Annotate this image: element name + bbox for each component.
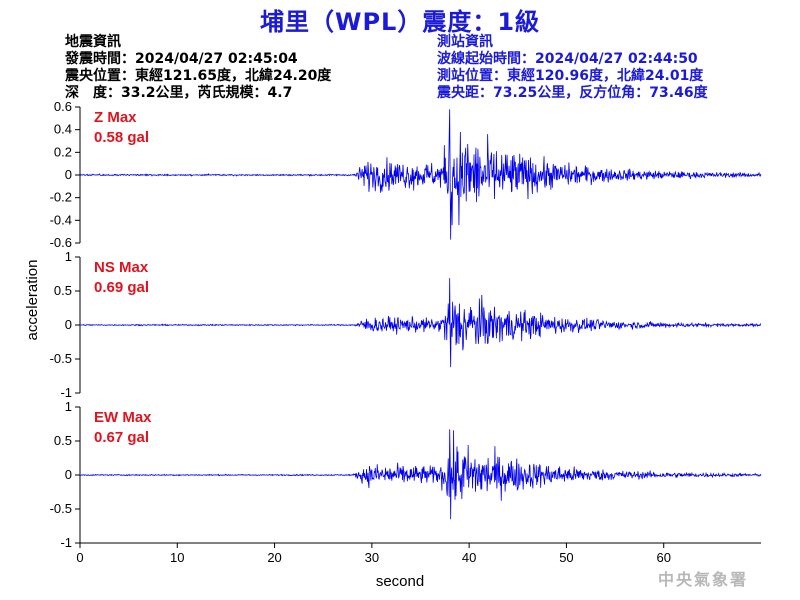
- ns-y-tick-label: 0: [65, 317, 72, 332]
- x-axis-label: second: [376, 573, 424, 590]
- epicenter-location: 震央位置：東經121.65度，北緯24.20度: [65, 68, 332, 84]
- ew-y-tick-label: 0.5: [54, 433, 72, 448]
- station-info: 測站資訊 波線起始時間：2024/04/27 02:44:50 測站位置：東經1…: [437, 34, 708, 102]
- x-tick-label: 60: [656, 550, 670, 565]
- x-tick-label: 40: [462, 550, 476, 565]
- origin-time: 發震時間：2024/04/27 02:45:04: [65, 51, 298, 67]
- ns-y-tick-label: 0.5: [54, 283, 72, 298]
- station-info-heading: 測站資訊: [437, 34, 493, 50]
- z-y-tick-label: 0.2: [54, 144, 72, 159]
- ns-y-tick-label: -1: [60, 385, 72, 400]
- earthquake-info-heading: 地震資訊: [65, 34, 121, 50]
- earthquake-info: 地震資訊 發震時間：2024/04/27 02:45:04 震央位置：東經121…: [65, 34, 331, 102]
- agency-watermark: 中央氣象署: [657, 570, 748, 589]
- x-tick-label: 20: [267, 550, 281, 565]
- ew-max-value: 0.67 gal: [94, 429, 149, 446]
- x-tick-label: 0: [76, 550, 83, 565]
- record-start-time: 波線起始時間：2024/04/27 02:44:50: [437, 51, 698, 67]
- z-y-tick-label: -0.4: [50, 212, 72, 227]
- y-axis-label: acceleration: [24, 260, 41, 341]
- ew-y-tick-label: 0: [65, 467, 72, 482]
- z-y-tick-label: -0.2: [50, 190, 72, 205]
- z-y-tick-label: 0: [65, 167, 72, 182]
- ns-y-tick-label: 1: [65, 249, 72, 264]
- page-title: 埔里（WPL）震度：1級: [259, 8, 541, 36]
- ns-y-tick-label: -0.5: [50, 351, 72, 366]
- x-tick-label: 10: [170, 550, 184, 565]
- depth-and-magnitude: 深 度：33.2公里，芮氏規模：4.7: [65, 85, 293, 101]
- x-tick-label: 50: [559, 550, 573, 565]
- z-max-label: Z Max: [94, 109, 137, 126]
- z-waveform-trace: [79, 109, 762, 240]
- ew-waveform-trace: [79, 429, 762, 520]
- ew-y-tick-label: 1: [65, 399, 72, 414]
- z-max-value: 0.58 gal: [94, 129, 149, 146]
- z-y-tick-label: 0.4: [54, 122, 72, 137]
- x-tick-label: 30: [365, 550, 379, 565]
- ns-waveform-trace: [79, 278, 762, 368]
- z-y-tick-label: 0.6: [54, 99, 72, 114]
- ns-max-label: NS Max: [94, 259, 149, 276]
- ew-max-label: EW Max: [94, 409, 152, 426]
- ns-max-value: 0.69 gal: [94, 279, 149, 296]
- z-y-tick-label: -0.6: [50, 235, 72, 250]
- ew-y-tick-label: -0.5: [50, 501, 72, 516]
- ew-y-tick-label: -1: [60, 535, 72, 550]
- epicentral-distance-azimuth: 震央距：73.25公里，反方位角：73.46度: [437, 85, 708, 101]
- station-location: 測站位置：東經120.96度，北緯24.01度: [437, 68, 704, 84]
